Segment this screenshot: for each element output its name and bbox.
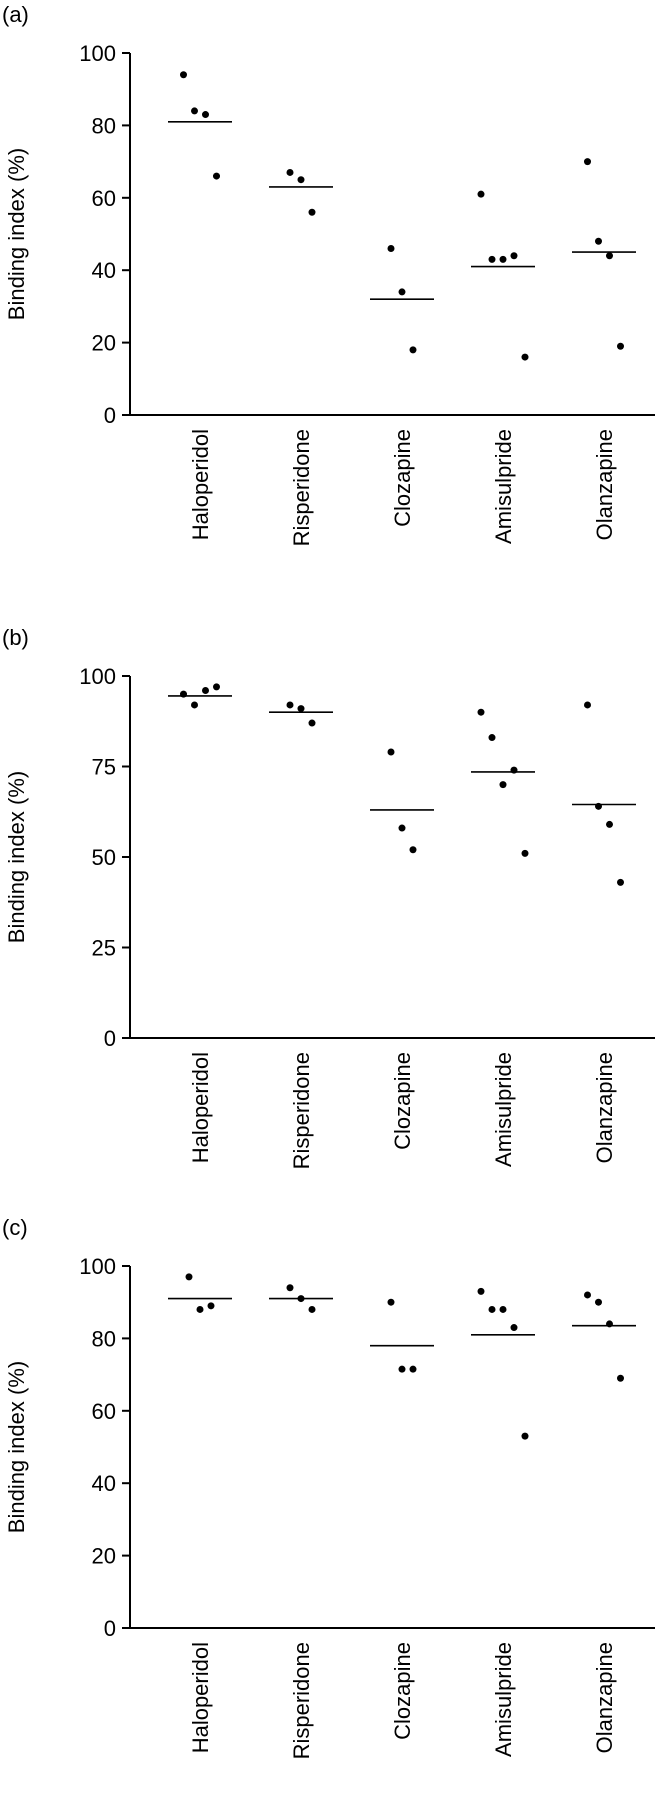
category-label: Risperidone — [289, 1642, 314, 1759]
y-axis-label: Binding index (%) — [4, 148, 29, 320]
data-point — [202, 111, 209, 119]
y-tick-label: 0 — [104, 1616, 116, 1641]
data-point — [617, 1374, 624, 1382]
data-point — [286, 1284, 294, 1292]
data-point — [191, 107, 198, 115]
category-label: Amisulpride — [491, 1642, 516, 1757]
y-tick-label: 100 — [79, 664, 116, 689]
y-tick-label: 0 — [104, 403, 116, 428]
data-point — [595, 1298, 602, 1306]
category-label: Amisulpride — [491, 429, 516, 544]
category-label: Risperidone — [289, 429, 314, 546]
y-tick-label: 20 — [92, 331, 116, 356]
data-point — [488, 734, 496, 742]
data-point — [180, 71, 187, 79]
data-point — [387, 1298, 395, 1306]
y-axis-label: Binding index (%) — [4, 1361, 29, 1533]
category-label: Olanzapine — [592, 1052, 617, 1163]
data-point — [521, 1432, 529, 1440]
data-point — [584, 701, 591, 709]
data-point — [477, 708, 485, 716]
category-label: Risperidone — [289, 1052, 314, 1169]
data-point — [387, 244, 395, 252]
data-point — [185, 1273, 193, 1281]
data-point — [308, 1305, 316, 1313]
category-label: Olanzapine — [592, 1642, 617, 1753]
data-point — [499, 781, 507, 789]
y-tick-label: 40 — [92, 258, 116, 283]
data-point — [584, 158, 591, 166]
data-point — [409, 1365, 417, 1373]
data-point — [606, 252, 613, 260]
data-point — [387, 748, 395, 756]
data-point — [488, 1305, 496, 1313]
data-point — [521, 353, 529, 361]
y-tick-label: 60 — [92, 186, 116, 211]
data-point — [213, 172, 220, 180]
data-point — [499, 1305, 507, 1313]
y-tick-label: 80 — [92, 1326, 116, 1351]
data-point — [308, 208, 316, 216]
data-point — [308, 719, 316, 727]
data-point — [606, 820, 613, 828]
data-point — [297, 705, 305, 713]
data-point — [213, 683, 220, 691]
panel-label: (a) — [2, 2, 29, 27]
y-tick-label: 50 — [92, 845, 116, 870]
panel-label: (c) — [2, 1215, 28, 1240]
data-point — [617, 878, 624, 886]
data-point — [398, 288, 406, 296]
data-point — [510, 1324, 518, 1332]
data-point — [595, 237, 602, 245]
data-point — [191, 701, 198, 709]
y-axis-label: Binding index (%) — [4, 771, 29, 943]
category-label: Haloperidol — [188, 1642, 213, 1753]
data-point — [521, 849, 529, 857]
data-point — [510, 252, 518, 260]
y-tick-label: 75 — [92, 755, 116, 780]
data-point — [477, 190, 485, 198]
data-point — [409, 846, 417, 854]
data-point — [584, 1291, 591, 1299]
data-point — [286, 168, 294, 176]
data-point — [488, 255, 496, 263]
data-point — [286, 701, 294, 709]
y-tick-label: 100 — [79, 1254, 116, 1279]
category-label: Clozapine — [390, 1052, 415, 1150]
panel-label: (b) — [2, 625, 29, 650]
data-point — [196, 1305, 204, 1313]
y-tick-label: 100 — [79, 41, 116, 66]
data-point — [398, 824, 406, 832]
data-point — [409, 346, 417, 354]
data-point — [499, 255, 507, 263]
category-label: Olanzapine — [592, 429, 617, 540]
data-point — [297, 176, 305, 184]
data-point — [398, 1365, 406, 1373]
category-label: Haloperidol — [188, 1052, 213, 1163]
data-point — [207, 1302, 215, 1310]
category-label: Clozapine — [390, 429, 415, 527]
category-label: Clozapine — [390, 1642, 415, 1740]
data-point — [617, 342, 624, 350]
y-tick-label: 60 — [92, 1399, 116, 1424]
y-tick-label: 25 — [92, 936, 116, 961]
y-tick-label: 0 — [104, 1026, 116, 1051]
data-point — [477, 1287, 485, 1295]
y-tick-label: 20 — [92, 1544, 116, 1569]
category-label: Haloperidol — [188, 429, 213, 540]
y-tick-label: 40 — [92, 1471, 116, 1496]
y-tick-label: 80 — [92, 113, 116, 138]
category-label: Amisulpride — [491, 1052, 516, 1167]
data-point — [202, 686, 209, 694]
